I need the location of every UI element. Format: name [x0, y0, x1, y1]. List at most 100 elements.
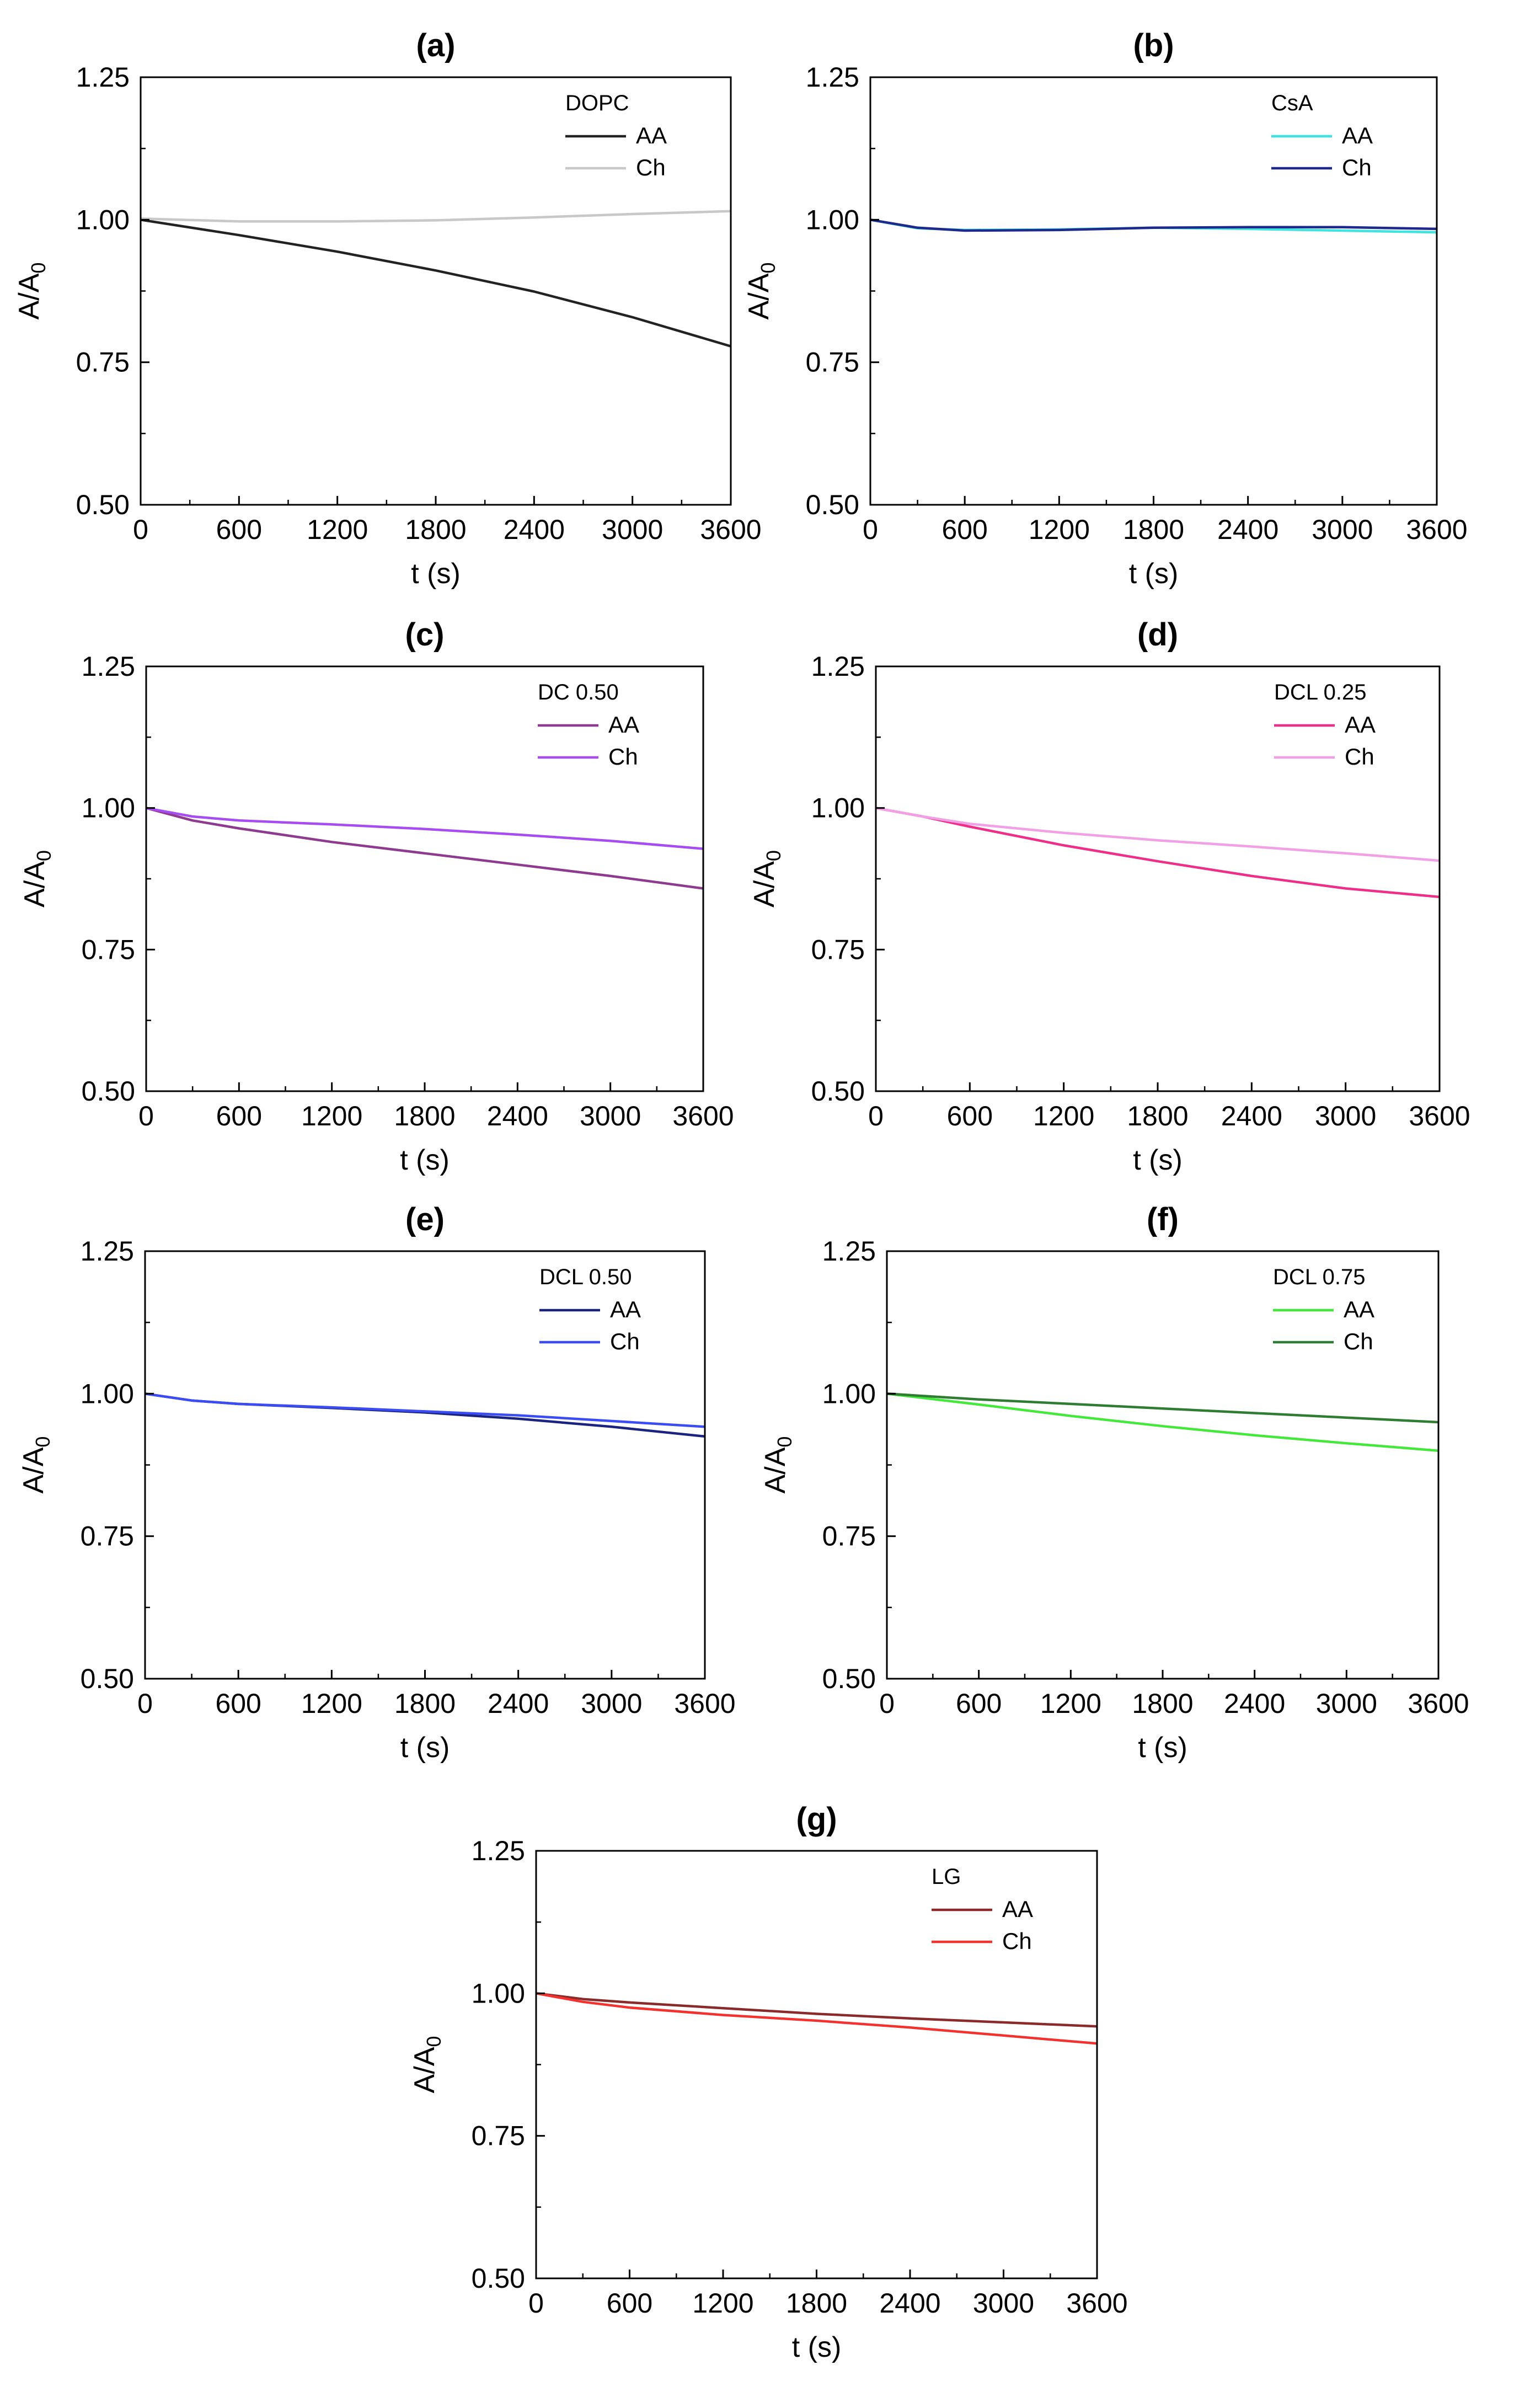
x-tick-label: 3000 [581, 1688, 642, 1719]
y-tick-label: 1.00 [806, 204, 859, 235]
x-tick-label: 1200 [1029, 514, 1090, 545]
x-tick-label: 600 [216, 514, 262, 545]
legend-entry: AA [1344, 1296, 1374, 1322]
x-tick-label: 3600 [1066, 2288, 1127, 2319]
x-tick-label: 2400 [487, 1101, 548, 1131]
x-tick-label: 2400 [488, 1688, 549, 1719]
x-tick-label: 2400 [1217, 514, 1278, 545]
x-tick-label: 1200 [301, 1101, 362, 1131]
y-tick-label: 0.75 [82, 934, 135, 965]
chart-6: (f) 0 600 1200 1800 2400 3000 3600 0.50 0.75 1.00 1… [759, 1202, 1469, 1764]
chart-2: (b) 0 600 1200 1800 2400 3000 3600 0.50 0.75 1.00 1… [743, 28, 1468, 590]
series-line-aa [146, 807, 703, 890]
y-axis-label: A/A0 [743, 263, 779, 320]
y-axis-label: A/A0 [409, 2036, 445, 2094]
y-tick-label: 1.00 [472, 1978, 525, 2009]
series-line-ch [146, 807, 703, 850]
series-line-ch [887, 1392, 1438, 1424]
y-tick-label: 0.75 [811, 934, 865, 965]
legend-entry: Ch [1002, 1928, 1032, 1954]
x-tick-label: 600 [215, 1688, 261, 1719]
panel-label: (e) [405, 1202, 445, 1237]
x-tick-label: 1800 [1127, 1101, 1188, 1131]
y-tick-label: 1.25 [811, 651, 865, 682]
y-tick-label: 1.25 [822, 1236, 876, 1267]
legend-entry: AA [636, 122, 667, 148]
y-tick-label: 1.25 [81, 1236, 134, 1267]
x-axis-label: t (s) [1129, 558, 1179, 590]
y-tick-label: 0.50 [81, 1663, 134, 1694]
legend-title: DCL 0.75 [1273, 1265, 1366, 1289]
x-tick-label: 1200 [307, 514, 368, 545]
x-tick-label: 600 [607, 2288, 652, 2319]
x-tick-label: 2400 [504, 514, 565, 545]
y-tick-label: 1.00 [811, 793, 865, 824]
x-tick-label: 1200 [1033, 1101, 1094, 1131]
x-tick-label: 0 [133, 514, 148, 545]
x-tick-label: 2400 [1224, 1688, 1285, 1719]
y-tick-label: 1.00 [76, 204, 130, 235]
x-tick-label: 2400 [879, 2288, 940, 2319]
panel-label: (g) [796, 1801, 837, 1837]
x-tick-label: 2400 [1221, 1101, 1282, 1131]
chart-7: (g) 0 600 1200 1800 2400 3000 3600 0.50 0.75 1.00 1… [409, 1801, 1128, 2363]
panel-label: (b) [1133, 28, 1174, 63]
x-axis-label: t (s) [411, 558, 461, 590]
y-tick-label: 1.00 [822, 1378, 876, 1409]
x-tick-label: 600 [216, 1101, 262, 1131]
x-tick-label: 1800 [394, 1101, 455, 1131]
x-tick-label: 1800 [405, 514, 466, 545]
y-tick-label: 0.75 [822, 1521, 876, 1552]
series-line-aa [536, 1992, 1097, 2028]
legend-entry: Ch [1344, 1328, 1373, 1354]
legend-entry: AA [1345, 712, 1376, 738]
y-tick-label: 0.50 [822, 1663, 876, 1694]
legend-title: LG [932, 1865, 961, 1889]
legend-entry: AA [1342, 122, 1373, 148]
y-axis-label: A/A0 [13, 263, 50, 320]
legend-entry: Ch [610, 1328, 640, 1354]
series-line-ch [870, 218, 1437, 232]
y-tick-label: 1.25 [82, 651, 135, 682]
y-tick-label: 1.00 [82, 793, 135, 824]
legend-entry: Ch [608, 744, 638, 770]
series-line-ch [536, 1992, 1097, 2045]
y-tick-label: 1.25 [472, 1835, 525, 1866]
y-tick-label: 0.75 [76, 347, 130, 378]
x-axis-label: t (s) [792, 2331, 842, 2363]
x-tick-label: 0 [138, 1101, 154, 1131]
legend-title: DCL 0.25 [1274, 680, 1367, 704]
chart-4: (d) 0 600 1200 1800 2400 3000 3600 0.50 0.75 1.00 1… [748, 617, 1470, 1176]
x-tick-label: 0 [137, 1688, 153, 1719]
legend-entry: AA [608, 712, 639, 738]
x-tick-label: 1200 [1040, 1688, 1101, 1719]
x-tick-label: 3600 [1409, 1101, 1470, 1131]
series-line-ch [145, 1392, 705, 1428]
y-tick-label: 0.50 [76, 489, 130, 520]
x-tick-label: 3000 [973, 2288, 1034, 2319]
x-tick-label: 1800 [786, 2288, 847, 2319]
y-tick-label: 0.50 [811, 1076, 865, 1107]
series-line-aa [145, 1392, 705, 1438]
panel-label: (f) [1147, 1202, 1179, 1237]
series-line-ch [141, 210, 731, 223]
x-tick-label: 1200 [692, 2288, 753, 2319]
x-tick-label: 0 [528, 2288, 544, 2319]
legend-entry: Ch [1342, 154, 1372, 180]
y-tick-label: 0.50 [472, 2263, 525, 2294]
x-tick-label: 3600 [700, 514, 761, 545]
x-tick-label: 600 [941, 514, 987, 545]
series-line-ch [876, 807, 1440, 862]
legend-entry: AA [610, 1296, 641, 1322]
x-tick-label: 1800 [1132, 1688, 1193, 1719]
legend-title: DC 0.50 [538, 680, 619, 704]
y-tick-label: 1.25 [806, 62, 859, 93]
y-axis-label: A/A0 [19, 850, 55, 907]
y-tick-label: 0.75 [472, 2121, 525, 2151]
legend-entry: Ch [1345, 744, 1374, 770]
panel-label: (a) [416, 28, 456, 63]
x-tick-label: 3600 [672, 1101, 734, 1131]
x-tick-label: 1200 [301, 1688, 362, 1719]
x-tick-label: 3600 [1406, 514, 1467, 545]
